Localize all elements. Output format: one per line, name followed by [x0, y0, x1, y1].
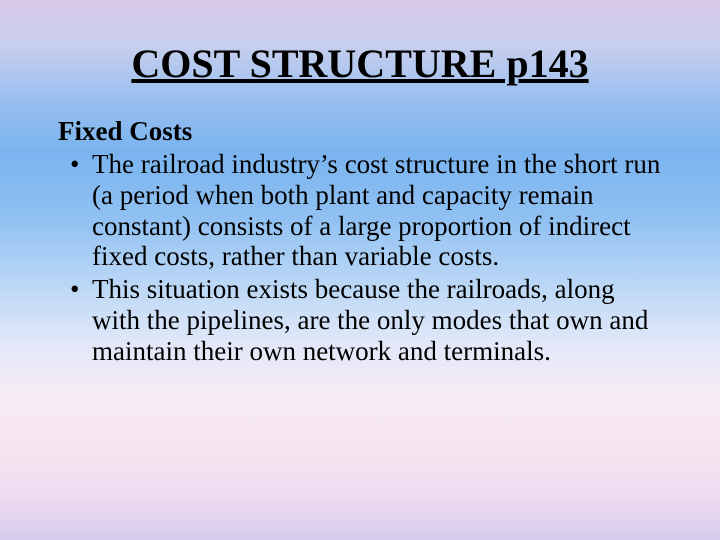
- slide-title: COST STRUCTURE p143: [58, 42, 662, 86]
- slide: COST STRUCTURE p143 Fixed Costs The rail…: [0, 0, 720, 540]
- slide-subtitle: Fixed Costs: [58, 116, 662, 147]
- bullet-list: The railroad industry’s cost structure i…: [58, 149, 662, 366]
- bullet-item: The railroad industry’s cost structure i…: [88, 149, 662, 272]
- bullet-item: This situation exists because the railro…: [88, 274, 662, 366]
